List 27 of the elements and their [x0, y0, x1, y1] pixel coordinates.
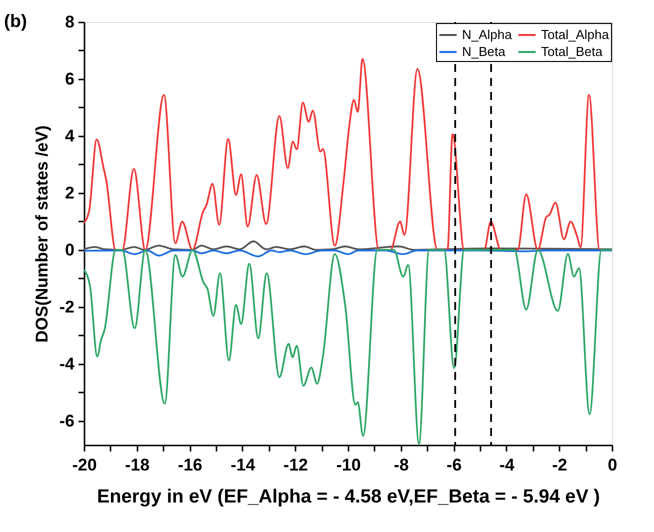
x-tick-label: -8 [394, 456, 409, 474]
legend-label: Total_Alpha [541, 27, 610, 42]
y-tick-label: 4 [65, 126, 76, 146]
x-tick-label: -12 [283, 456, 308, 474]
legend-label: N_Beta [462, 44, 506, 59]
x-tick-label: -10 [336, 456, 361, 474]
x-tick-label: -2 [552, 456, 568, 474]
y-tick-label: -4 [59, 354, 76, 374]
chart-title: (b) [4, 11, 27, 31]
legend-label: N_Alpha [462, 27, 513, 42]
x-tick-label: -6 [446, 456, 462, 474]
x-axis-title: Energy in eV (EF_Alpha = - 4.58 eV,EF_Beta = - 5.94 eV ) [96, 486, 600, 508]
y-tick-label: 8 [65, 12, 74, 32]
x-tick-label: -14 [230, 456, 256, 474]
x-tick-label: -4 [499, 456, 515, 474]
y-tick-label: -2 [59, 297, 74, 316]
x-tick-label: 0 [608, 456, 618, 474]
legend-label: Total_Beta [541, 44, 604, 59]
y-tick-label: 2 [65, 183, 74, 202]
y-tick-label: 6 [65, 69, 74, 88]
x-tick-label: -18 [125, 456, 150, 474]
y-tick-label: 0 [65, 240, 74, 260]
x-tick-label: -20 [72, 456, 97, 474]
line-series [83, 240, 613, 251]
x-tick-label: -16 [178, 456, 202, 474]
y-axis-title: DOS(Number of states /eV) [32, 125, 52, 343]
y-tick-label: -6 [59, 411, 74, 430]
